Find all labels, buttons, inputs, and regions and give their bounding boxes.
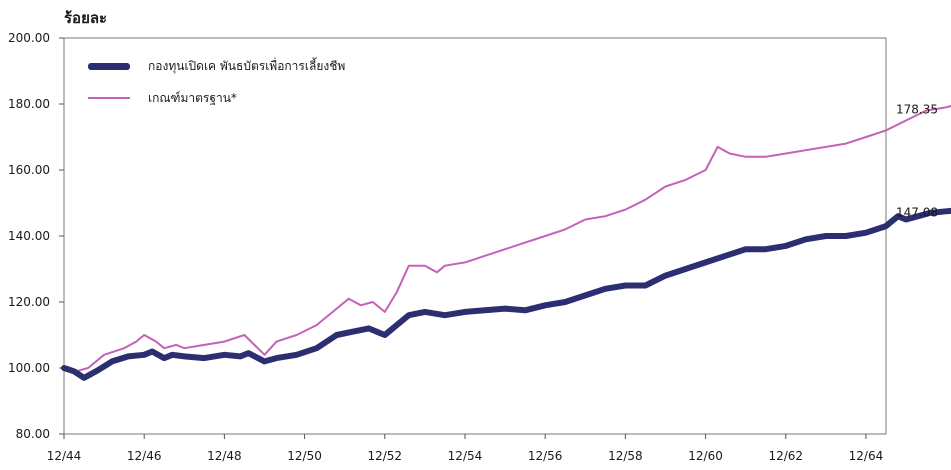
- y-tick-label: 80.00: [16, 427, 50, 441]
- x-tick-label: 12/52: [367, 449, 402, 463]
- x-tick-label: 12/58: [608, 449, 643, 463]
- series-group: [61, 104, 951, 381]
- legend: กองทุนเปิดเค พันธบัตรเพื่อการเลี้ยงชีพ เ…: [88, 50, 345, 114]
- x-tick-label: 12/56: [528, 449, 563, 463]
- x-axis-ticks: 12/44 12/46 12/48 12/50 12/52 12/54 12/56 12/58…: [47, 434, 884, 463]
- y-tick-label: 180.00: [8, 97, 50, 111]
- legend-item-benchmark: เกณฑ์มาตรฐาน*: [88, 82, 345, 114]
- series-line-fund: [61, 207, 951, 381]
- x-tick-label: 12/44: [47, 449, 82, 463]
- y-axis-ticks: 80.00 100.00 120.00 140.00 160.00 180.00 200.0…: [8, 31, 64, 441]
- x-tick-label: 12/50: [287, 449, 322, 463]
- x-tick-label: 12/46: [127, 449, 162, 463]
- y-tick-label: 140.00: [8, 229, 50, 243]
- y-tick-label: 200.00: [8, 31, 50, 45]
- end-label-fund: 147.08: [896, 206, 938, 220]
- legend-label-benchmark: เกณฑ์มาตรฐาน*: [148, 90, 237, 105]
- end-labels: 147.08 178.35: [896, 102, 938, 219]
- y-tick-label: 120.00: [8, 295, 50, 309]
- y-tick-label: 160.00: [8, 163, 50, 177]
- legend-item-fund: กองทุนเปิดเค พันธบัตรเพื่อการเลี้ยงชีพ: [88, 50, 345, 82]
- x-tick-label: 12/60: [688, 449, 723, 463]
- x-tick-label: 12/62: [768, 449, 803, 463]
- series-line-benchmark: [63, 104, 951, 373]
- legend-label-fund: กองทุนเปิดเค พันธบัตรเพื่อการเลี้ยงชีพ: [148, 58, 346, 73]
- legend-swatch-benchmark: [88, 97, 130, 99]
- x-tick-label: 12/54: [448, 449, 483, 463]
- end-label-benchmark: 178.35: [896, 102, 938, 116]
- x-tick-label: 12/48: [207, 449, 242, 463]
- y-tick-label: 100.00: [8, 361, 50, 375]
- y-axis-title: ร้อยละ: [64, 9, 108, 27]
- x-tick-label: 12/64: [849, 449, 884, 463]
- legend-swatch-fund: [88, 62, 130, 70]
